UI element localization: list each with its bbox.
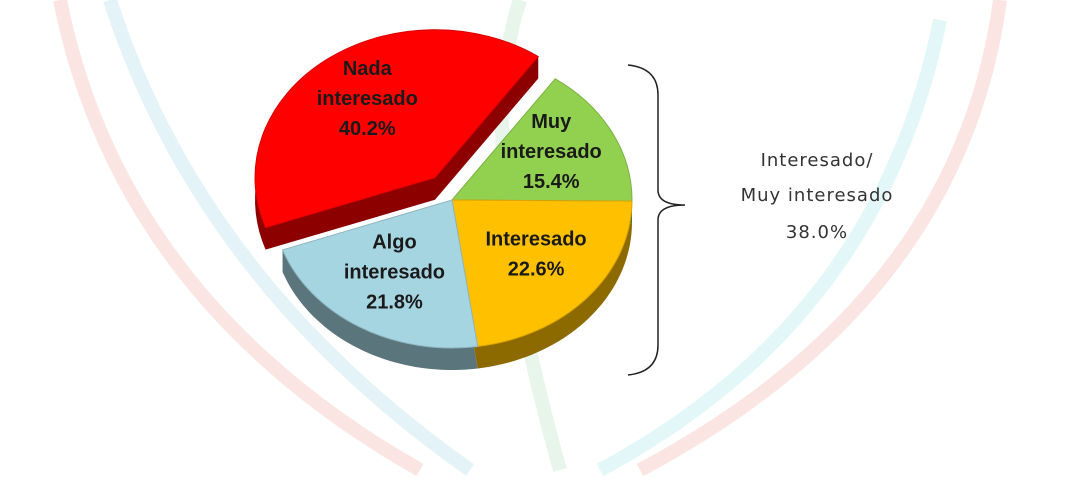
annotation: 38.0%	[786, 222, 848, 243]
slice-label: Interesado	[485, 228, 586, 250]
value-label: 21.8%	[366, 292, 423, 314]
value-label: 40.2%	[339, 118, 396, 140]
annotation: Muy interesado	[741, 185, 894, 206]
value-label: 22.6%	[508, 258, 565, 280]
slice	[451, 199, 633, 348]
annotation: Interesado/	[761, 150, 874, 171]
slice	[281, 199, 479, 349]
slice-label-line: Muy	[531, 111, 572, 133]
slice-label: Muy interesado	[501, 111, 602, 163]
pie: Muy interesado 15.4% Interesado 22.6% Algo int…	[254, 29, 633, 370]
slice-label-line: interesado	[344, 262, 445, 284]
value-label: 15.4%	[523, 171, 580, 193]
slice-label-line: Interesado	[485, 228, 586, 250]
slice-label: Algo interesado	[344, 232, 445, 284]
slice-label: Nada interesado	[317, 58, 418, 110]
slice	[254, 29, 540, 229]
slice	[450, 78, 633, 202]
slice-label-line: interesado	[501, 141, 602, 163]
brace	[627, 64, 686, 376]
slice-label-line: interesado	[317, 88, 418, 110]
slice-label-line: Nada	[343, 58, 393, 80]
slice-label-line: Algo	[372, 232, 416, 254]
